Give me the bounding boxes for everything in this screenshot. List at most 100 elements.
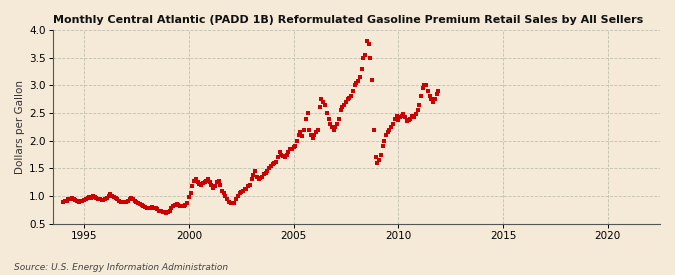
Point — [103, 193, 114, 198]
Point — [187, 184, 198, 188]
Point — [82, 196, 93, 200]
Point — [229, 200, 240, 205]
Point — [402, 119, 412, 123]
Point — [115, 199, 126, 204]
Point — [142, 205, 153, 210]
Point — [215, 183, 225, 187]
Point — [354, 75, 365, 79]
Point — [400, 115, 410, 120]
Point — [148, 205, 159, 210]
Point — [117, 200, 128, 204]
Point — [410, 112, 421, 116]
Point — [315, 105, 325, 110]
Point — [384, 127, 395, 132]
Point — [252, 175, 263, 179]
Point — [219, 191, 230, 196]
Point — [58, 199, 69, 204]
Point — [404, 117, 414, 122]
Point — [276, 152, 287, 157]
Point — [113, 198, 124, 203]
Point — [151, 206, 161, 210]
Point — [154, 208, 165, 213]
Point — [283, 150, 294, 154]
Point — [340, 100, 351, 104]
Point — [234, 191, 245, 196]
Point — [241, 187, 252, 191]
Point — [196, 183, 207, 187]
Point — [124, 197, 135, 201]
Point — [79, 198, 90, 202]
Point — [373, 158, 384, 162]
Point — [325, 122, 335, 126]
Point — [261, 171, 271, 175]
Point — [361, 39, 372, 43]
Point — [405, 116, 416, 121]
Point — [277, 154, 288, 158]
Point — [100, 197, 111, 202]
Point — [243, 184, 254, 188]
Point — [72, 199, 82, 203]
Point — [398, 112, 409, 116]
Point — [145, 205, 156, 210]
Point — [307, 136, 318, 140]
Point — [238, 188, 248, 193]
Point — [178, 204, 189, 208]
Point — [310, 130, 321, 135]
Point — [98, 198, 109, 202]
Point — [107, 194, 117, 198]
Point — [387, 122, 398, 126]
Point — [211, 180, 222, 185]
Point — [68, 197, 79, 201]
Point — [164, 208, 175, 213]
Point — [425, 94, 435, 99]
Point — [184, 195, 194, 199]
Point — [271, 160, 281, 164]
Point — [92, 197, 103, 201]
Point — [297, 134, 308, 139]
Point — [295, 130, 306, 135]
Point — [175, 203, 186, 208]
Point — [300, 116, 311, 121]
Point — [240, 187, 250, 192]
Point — [256, 175, 267, 179]
Point — [428, 100, 439, 104]
Point — [389, 116, 400, 121]
Point — [344, 95, 355, 100]
Point — [192, 180, 203, 185]
Point — [180, 203, 190, 207]
Point — [426, 97, 437, 101]
Point — [417, 86, 428, 90]
Point — [173, 203, 184, 207]
Point — [225, 200, 236, 205]
Point — [372, 161, 383, 165]
Point — [146, 205, 157, 209]
Point — [274, 150, 285, 154]
Point — [121, 199, 132, 204]
Point — [265, 163, 276, 168]
Point — [316, 97, 327, 101]
Point — [202, 177, 213, 182]
Point — [304, 127, 315, 132]
Point — [185, 191, 196, 196]
Point — [248, 173, 259, 177]
Point — [63, 197, 74, 202]
Point — [206, 183, 217, 187]
Point — [236, 189, 246, 194]
Point — [319, 103, 330, 107]
Point — [394, 115, 405, 120]
Point — [246, 177, 257, 182]
Point — [313, 127, 323, 132]
Point — [143, 206, 154, 210]
Point — [379, 139, 389, 143]
Point — [168, 204, 179, 208]
Point — [318, 100, 329, 104]
Point — [377, 144, 388, 148]
Point — [396, 114, 407, 118]
Point — [286, 147, 297, 151]
Point — [429, 97, 440, 101]
Point — [130, 198, 140, 203]
Point — [352, 79, 363, 83]
Point — [152, 207, 163, 211]
Point — [95, 197, 105, 202]
Point — [75, 199, 86, 203]
